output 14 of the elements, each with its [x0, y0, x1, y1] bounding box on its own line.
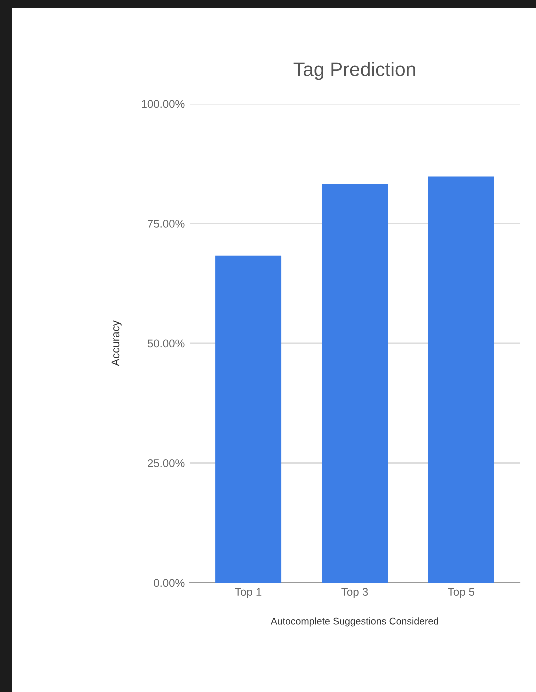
x-axis-title: Autocomplete Suggestions Considered [270, 618, 438, 627]
chart-title: Tag Prediction [294, 62, 416, 80]
y-tick-label: 50.00% [148, 340, 185, 348]
x-tick-label: Top 1 [235, 588, 262, 598]
x-tick-label: Top 5 [448, 588, 475, 598]
bar [216, 256, 282, 583]
y-tick-label: 100.00% [142, 100, 185, 108]
x-tick-label: Top 3 [342, 588, 368, 598]
bar [322, 184, 388, 583]
y-tick-label: 25.00% [148, 460, 185, 468]
y-tick-label: 0.00% [154, 579, 185, 588]
bar [428, 176, 494, 583]
y-axis-title: Accuracy [112, 320, 122, 366]
y-tick-label: 75.00% [148, 220, 185, 228]
